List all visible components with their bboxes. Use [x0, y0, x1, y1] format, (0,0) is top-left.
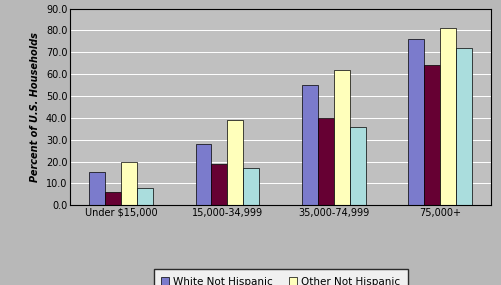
- Bar: [137, 188, 153, 205]
- Legend: White Not Hispanic, Black Not Hispanic, Other Not Hispanic, Hispanic: White Not Hispanic, Black Not Hispanic, …: [153, 269, 408, 285]
- Y-axis label: Percent of U.S. Households: Percent of U.S. Households: [30, 32, 40, 182]
- Bar: [211, 164, 227, 205]
- Bar: [408, 39, 424, 205]
- Bar: [243, 168, 260, 205]
- Bar: [350, 127, 366, 205]
- Bar: [456, 48, 472, 205]
- Bar: [440, 28, 456, 205]
- Bar: [334, 70, 350, 205]
- Bar: [105, 192, 121, 205]
- Bar: [121, 162, 137, 205]
- Bar: [195, 144, 211, 205]
- Bar: [424, 65, 440, 205]
- Bar: [318, 118, 334, 205]
- Bar: [302, 85, 318, 205]
- Bar: [227, 120, 243, 205]
- Bar: [89, 172, 105, 205]
